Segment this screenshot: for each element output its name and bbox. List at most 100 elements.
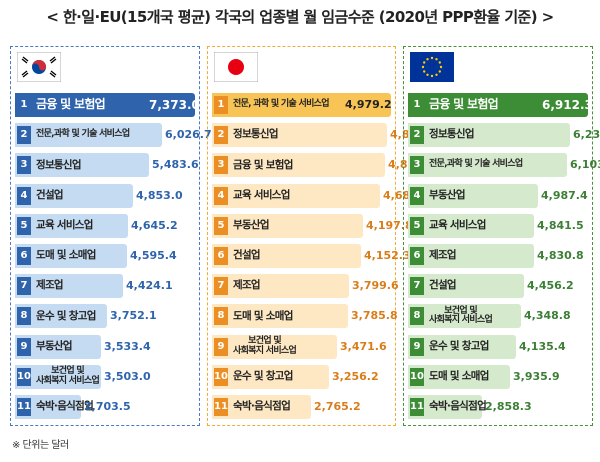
value-label: 4,456.2: [527, 279, 574, 293]
bar-row: 11 숙박·음식점업 2,703.5: [15, 394, 197, 420]
rank-number: 3: [214, 156, 228, 175]
bar-row: 4 교육 서비스업 4,685.8: [212, 183, 430, 209]
rank-number: 2: [410, 126, 424, 145]
rank-number: 11: [410, 398, 424, 416]
value-label: 3,471.6: [340, 339, 387, 353]
bar-row: 3 정보통신업 5,483.6: [15, 152, 199, 178]
rank-number: 9: [214, 337, 228, 356]
bar-row: 7 제조업 4,424.1: [15, 273, 197, 299]
bar: [408, 244, 534, 268]
bar-row: 6 건설업 4,152.3: [212, 243, 411, 269]
bar: [408, 213, 534, 238]
bar-row: 2정보통신업4,855.7: [212, 122, 437, 148]
bar: [212, 93, 391, 117]
eu-star: [435, 58, 438, 61]
bar: [408, 153, 567, 178]
category-label: 도매 및 소매업: [36, 249, 96, 262]
bar: [408, 274, 524, 299]
rank-number: 2: [214, 126, 228, 145]
eu-panel: 1 금융 및 보험업 6,912.3 2 정보통신업 6,233.8 3 전문,과학 및 기술…: [403, 46, 600, 426]
bar: [408, 304, 521, 329]
value-label: 2,703.5: [84, 400, 131, 413]
value-label: 4,197.8: [366, 218, 413, 232]
category-label: 보건업 및 사회복지 서비스업: [233, 335, 297, 356]
value-label: 4,853.0: [136, 188, 183, 202]
rank-number: 4: [17, 186, 31, 205]
eu-flag-icon: [410, 52, 454, 82]
category-label: 숙박·음식점업: [429, 400, 487, 413]
rank-number: 10: [17, 367, 31, 386]
value-label: 2,765.2: [314, 400, 361, 413]
bar: [15, 153, 149, 178]
category-label: 교육 서비스업: [429, 219, 486, 232]
value-label: 6,233.8: [573, 128, 600, 142]
value-label: 3,533.4: [104, 339, 151, 353]
bar-row: 8 운수 및 창고업 3,752.1: [15, 303, 197, 329]
bar: [408, 93, 588, 117]
value-label: 3,256.2: [332, 369, 379, 383]
eu-star: [423, 70, 426, 73]
bar: [212, 123, 387, 148]
value-label: 6,103.4: [570, 158, 600, 172]
rank-number: 10: [410, 367, 424, 386]
south-korea-flag-icon: [17, 52, 61, 82]
bar-row: 9 운수 및 창고업 4,135.4: [408, 334, 590, 360]
eu-star: [426, 58, 429, 61]
category-label: 금융 및 보험업: [36, 97, 106, 112]
japan-panel: 1전문, 과학 및 기술 서비스업4,979.22정보통신업4,855.73금융…: [207, 46, 437, 426]
category-label: 보건업 및 사회복지 서비스업: [429, 305, 493, 326]
rank-number: 4: [410, 186, 424, 205]
bar-row: 8 도매 및 소매업 3,785.8: [212, 303, 398, 329]
bar-row: 3 전문,과학 및 기술 서비스업 6,103.4: [408, 152, 600, 178]
value-label: 4,841.5: [537, 218, 584, 232]
category-label: 숙박·음식점업: [36, 400, 94, 413]
bar: [212, 395, 311, 419]
bar: [212, 183, 380, 208]
value-label: 6,912.3: [542, 98, 593, 112]
category-label: 부동산업: [36, 339, 73, 352]
rank-number: 1: [214, 96, 228, 114]
category-label: 운수 및 창고업: [233, 370, 293, 383]
value-label: 7,373.0: [149, 98, 200, 112]
category-label: 부동산업: [233, 219, 270, 232]
bar: [15, 183, 133, 208]
bar-row: 4 건설업 4,853.0: [15, 183, 197, 209]
category-label: 건설업: [233, 249, 261, 262]
value-label: 4,135.4: [519, 339, 566, 353]
rank-number: 1: [410, 96, 424, 114]
rank-number: 5: [17, 216, 31, 235]
bar: [212, 334, 337, 359]
category-label: 전문,과학 및 기술 서비스업: [429, 159, 523, 170]
category-label: 숙박·음식점업: [233, 400, 291, 413]
bar: [15, 213, 128, 238]
value-label: 4,595.4: [130, 249, 177, 262]
bar-row: 5 교육 서비스업 4,841.5: [408, 213, 590, 239]
bar-row: 6 도매 및 소매업 4,595.4: [15, 243, 197, 269]
eu-star: [438, 61, 441, 64]
bar-row: 10 도매 및 소매업 3,935.9: [408, 364, 590, 390]
rank-number: 5: [410, 216, 424, 235]
value-label: 4,645.2: [131, 218, 178, 232]
category-label: 운수 및 창고업: [36, 309, 96, 322]
rank-number: 7: [410, 277, 424, 296]
bar: [15, 244, 127, 268]
rank-number: 5: [214, 216, 228, 235]
category-label: 제조업: [233, 279, 261, 292]
rank-number: 8: [17, 307, 31, 326]
value-label: 2,858.3: [485, 400, 532, 413]
category-label: 제조업: [429, 249, 457, 262]
rank-number: 6: [410, 247, 424, 265]
value-label: 3,935.9: [513, 369, 560, 383]
rank-number: 6: [17, 247, 31, 265]
bar-row: 2 정보통신업 6,233.8: [408, 122, 600, 148]
eu-star: [423, 61, 426, 64]
value-label: 5,483.6: [152, 158, 199, 172]
rank-number: 8: [410, 307, 424, 326]
eu-star: [438, 70, 441, 73]
bar: [408, 334, 516, 359]
bar: [212, 304, 348, 329]
value-label: 4,987.4: [541, 188, 588, 202]
bar: [15, 274, 123, 299]
category-label: 건설업: [429, 279, 457, 292]
